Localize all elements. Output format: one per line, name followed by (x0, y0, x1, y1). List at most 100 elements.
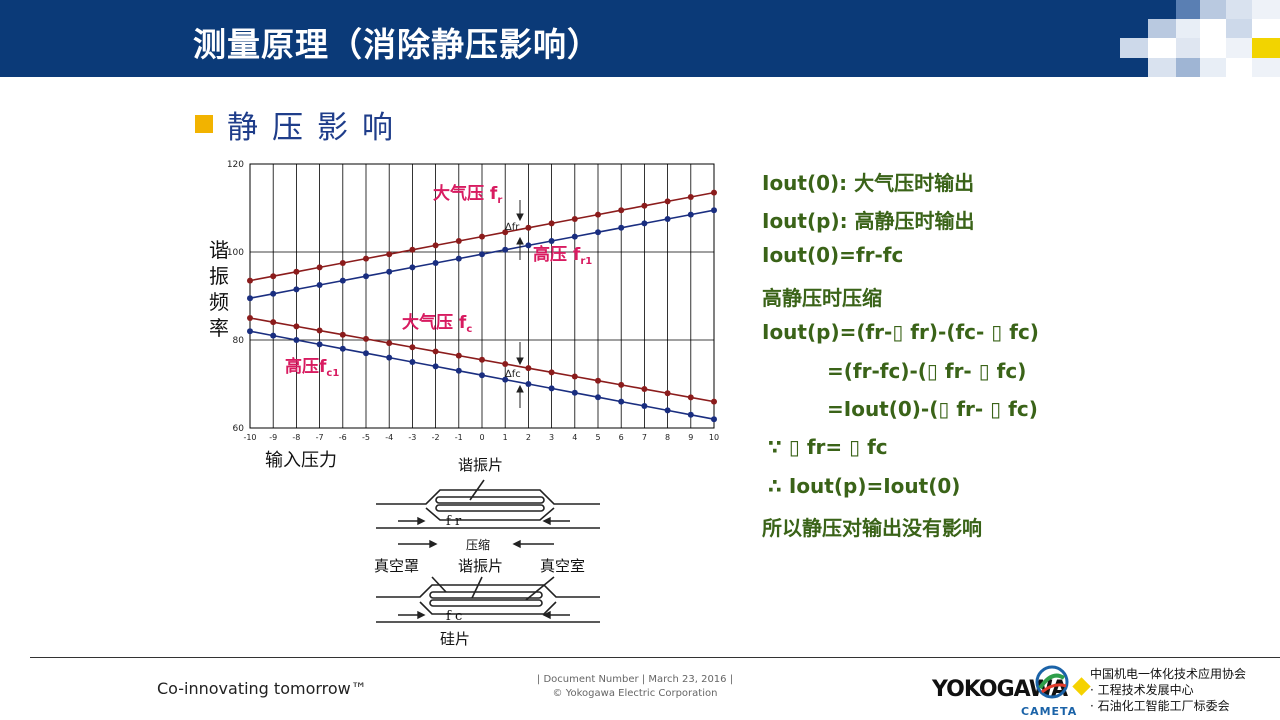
x-tick-label: 9 (688, 433, 693, 442)
series-4-point (641, 403, 648, 409)
eq-line-5: Iout(p)=(fr-▯ fr)-(fc- ▯ fc) (762, 320, 1039, 344)
series-2-point (363, 273, 369, 280)
series-3-point (664, 390, 671, 397)
series-4-point (270, 332, 277, 339)
org-line-3: · 石油化工智能工厂标委会 (1090, 699, 1230, 713)
x-tick-label: 8 (665, 433, 670, 442)
label-vacuum-chamber: 真空室 (540, 557, 585, 575)
series-1-point (525, 224, 532, 231)
series-3-point (316, 327, 323, 334)
series-4-point (432, 363, 439, 370)
series-2-point (270, 290, 277, 297)
org-line-2: · 工程技术发展中心 (1090, 683, 1194, 697)
x-tick-labels: -10 -9 -8 -7 -6 -5 -4 -3 -2 -1 0 1 2 3 4 5 6 7 8 9 10 (243, 433, 719, 442)
series-3-point (432, 348, 439, 355)
series-1-point (363, 255, 369, 262)
series-2-point (409, 264, 416, 271)
x-tick-label: 7 (642, 433, 647, 442)
series-4-point (595, 394, 601, 401)
eq-line-2: Iout(p): 高静压时输出 (762, 209, 975, 233)
x-tick-label: -6 (339, 433, 347, 442)
footer-tagline: Co-innovating tomorrow™ (157, 679, 367, 698)
delta-arrows (516, 200, 524, 408)
x-tick-label: 0 (479, 433, 484, 442)
series-4-point (525, 381, 532, 387)
series-3-point (595, 377, 601, 384)
chart-series (247, 189, 717, 423)
series-2-point (618, 224, 625, 231)
eq-line-3: Iout(0)=fr-fc (762, 243, 904, 267)
series-4-point (363, 350, 369, 357)
annotation-fc-atm: 大气压 fc (402, 312, 472, 335)
x-tick-label: -5 (362, 433, 370, 442)
series-4-point (247, 328, 253, 335)
series-1-point (316, 264, 323, 271)
x-tick-label: 6 (619, 433, 624, 442)
cameta-logo-icon (1035, 665, 1069, 699)
y-tick-label: 100 (227, 248, 244, 258)
series-3-point (571, 373, 578, 380)
label-fr: f r (446, 514, 462, 529)
series-3-point (711, 398, 717, 405)
series-1-point (571, 216, 578, 222)
x-tick-label: -1 (455, 433, 463, 442)
annotation-fc-high: 高压fc1 (285, 356, 339, 379)
series-4-point (316, 341, 323, 348)
series-4-point (548, 385, 555, 392)
series-2-point (641, 220, 648, 227)
series-2-point (386, 268, 393, 275)
series-3-point (363, 335, 369, 342)
label-resonator: 谐振片 (458, 557, 503, 575)
eq-line-7: =Iout(0)-(▯ fr- ▯ fc) (827, 397, 1038, 421)
series-4-point (571, 389, 578, 396)
series-3-point (386, 340, 393, 347)
series-2-point (247, 295, 253, 302)
series-3-point (502, 360, 509, 367)
series-4-point (664, 407, 671, 414)
series-1-point (409, 246, 416, 253)
x-tick-label: -4 (385, 433, 393, 442)
org-line-1: 中国机电一体化技术应用协会 (1090, 667, 1247, 681)
series-3-point (293, 323, 300, 330)
y-tick-label: 120 (227, 160, 244, 170)
header-bar: 测量原理（消除静压影响） (0, 0, 1280, 77)
series-2-point (432, 260, 439, 266)
series-3-point (339, 331, 346, 338)
series-3-point (687, 394, 694, 401)
series-1-point (247, 277, 253, 284)
label-fc: f c (446, 609, 462, 624)
series-3-point (409, 344, 416, 351)
series-3-point (455, 352, 462, 359)
series-1-point (386, 251, 393, 258)
series-2-point (548, 238, 555, 244)
series-2-point (525, 242, 532, 249)
section-heading: 静压影响 (195, 104, 407, 146)
x-tick-label: -10 (243, 433, 256, 442)
series-2-point (664, 216, 671, 222)
annotation-fr-atm: 大气压 fr (433, 183, 502, 206)
series-3-point (479, 356, 485, 363)
series-1-point (502, 229, 509, 236)
series-4-point (293, 337, 300, 343)
series-2-point (293, 286, 300, 293)
series-4-point (687, 411, 694, 418)
x-tick-label: -8 (292, 433, 300, 442)
x-tick-label: -7 (316, 433, 324, 442)
series-2-point (316, 282, 323, 288)
series-4-point (339, 345, 346, 352)
footer-divider (30, 657, 1280, 658)
series-4-point (455, 367, 462, 374)
series-4-point (479, 372, 485, 379)
label-compress: 压缩 (466, 537, 490, 552)
annotation-fr-high: 高压 fr1 (533, 244, 592, 267)
series-3-point (270, 319, 277, 326)
series-2-point (339, 277, 346, 284)
series-4-point (711, 416, 717, 423)
label-silicon: 硅片 (440, 630, 470, 648)
series-4-point (409, 359, 416, 365)
series-4-point (502, 376, 509, 383)
doc-info-line2: © Yokogawa Electric Corporation (552, 688, 718, 699)
series-1-point (595, 211, 601, 218)
series-4-point (618, 398, 625, 405)
